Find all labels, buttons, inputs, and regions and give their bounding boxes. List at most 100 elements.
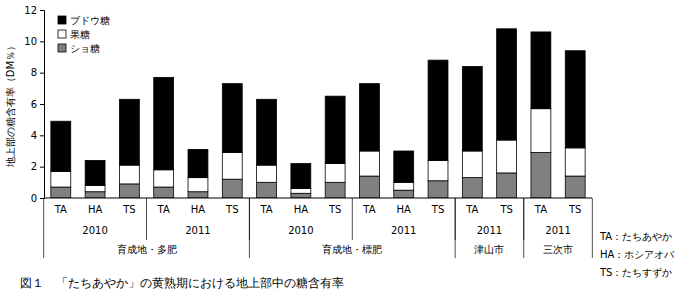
x-tick: TS — [431, 198, 444, 215]
x-tick-label: TS — [225, 204, 238, 215]
bar-segment — [428, 181, 448, 198]
y-tick: 0 — [31, 193, 44, 204]
y-axis-title: 地上部の糖含有率（DM％） — [5, 41, 16, 168]
x-tick: TA — [259, 198, 272, 215]
site-divider — [43, 198, 44, 258]
annotation: TA：たちあやか — [599, 231, 672, 242]
bar-segment — [565, 148, 585, 176]
bar-segment — [154, 77, 174, 169]
bar-segment — [188, 192, 208, 198]
legend-label: ブドウ糖 — [70, 15, 110, 26]
x-tick: TS — [328, 198, 341, 215]
y-tick-label: 10 — [24, 36, 37, 47]
site-divider — [249, 198, 250, 258]
y-tick: 10 — [24, 36, 44, 47]
x-tick-label: TA — [157, 204, 170, 215]
x-tick: HA — [191, 198, 206, 215]
bar-segment — [394, 190, 414, 198]
y-tick-mark — [40, 104, 44, 105]
x-tick-label: TS — [122, 204, 135, 215]
bar-segment — [531, 32, 551, 109]
legend-label: ショ糖 — [70, 43, 100, 54]
x-tick: TS — [122, 198, 135, 215]
bar-segment — [188, 149, 208, 177]
bar-segment — [325, 96, 345, 163]
y-tick: 2 — [31, 161, 44, 172]
bar-segment — [359, 176, 379, 198]
bar-segment — [462, 151, 482, 178]
bar-segment — [497, 29, 517, 140]
x-tick-label: TA — [534, 204, 547, 215]
bar-segment — [257, 165, 277, 182]
bar-segment — [51, 171, 71, 187]
bar-segment — [497, 140, 517, 173]
x-tick: TA — [362, 198, 375, 215]
site-divider — [455, 198, 456, 258]
site-label: 津山市 — [474, 244, 504, 255]
x-tick: TS — [499, 198, 512, 215]
y-tick-mark — [40, 10, 44, 11]
bar-segment — [119, 184, 139, 198]
y-axis-line — [40, 11, 45, 199]
bar-segment — [325, 164, 345, 183]
bar-segment — [428, 160, 448, 180]
y-tick-label: 12 — [24, 5, 37, 16]
bar-segment — [291, 164, 311, 189]
year-label: 2010 — [288, 225, 313, 236]
x-tick: TA — [534, 198, 547, 215]
legend-swatch — [58, 44, 66, 52]
year-label: 2011 — [477, 225, 502, 236]
y-tick: 12 — [24, 5, 44, 16]
bar-segment — [51, 121, 71, 171]
y-tick-mark — [40, 167, 44, 168]
bar-segment — [394, 182, 414, 190]
bar-segment — [531, 153, 551, 198]
y-tick-label: 4 — [31, 130, 37, 141]
bar-segment — [291, 189, 311, 194]
bar-segment — [119, 99, 139, 165]
bar-segment — [291, 193, 311, 198]
y-tick: 6 — [31, 99, 44, 110]
bar-segment — [565, 176, 585, 198]
bar-segment — [119, 165, 139, 184]
site-label: 三次市 — [543, 244, 573, 255]
bar-segment — [85, 160, 105, 185]
legend-label: 果糖 — [70, 29, 90, 40]
bar-segment — [222, 84, 242, 153]
x-tick-label: TS — [431, 204, 444, 215]
x-tick-label: HA — [397, 204, 412, 215]
year-divider — [352, 198, 353, 240]
bar-segment — [565, 51, 585, 148]
year-label: 2010 — [82, 225, 107, 236]
x-tick: TS — [225, 198, 238, 215]
title: 図１ 「たちあやか」の黄熟期における地上部中の糖含有率 — [20, 276, 344, 290]
x-axis-line — [44, 198, 592, 199]
x-tick-label: TS — [499, 204, 512, 215]
bar-segment — [462, 66, 482, 151]
x-tick-label: TA — [259, 204, 272, 215]
annotation: TS：たちすずか — [599, 267, 672, 279]
legend: ブドウ糖果糖ショ糖 — [58, 15, 110, 54]
bar-segment — [497, 173, 517, 198]
x-tick: TA — [54, 198, 67, 215]
y-tick-mark — [40, 41, 44, 42]
year-label: 2011 — [185, 225, 210, 236]
bar-segment — [428, 60, 448, 160]
year-label: 2011 — [391, 225, 416, 236]
y-tick-mark — [40, 135, 44, 136]
y-tick: 8 — [31, 67, 44, 78]
x-tick-label: TA — [465, 204, 478, 215]
y-tick: 4 — [31, 130, 44, 141]
x-tick: TA — [465, 198, 478, 215]
x-tick-label: TS — [568, 204, 581, 215]
x-tick-label: HA — [294, 204, 309, 215]
bar-segment — [359, 84, 379, 151]
legend-swatch — [58, 16, 66, 24]
bar-segment — [222, 179, 242, 198]
year-label: 2011 — [545, 225, 570, 236]
x-tick-label: TS — [328, 204, 341, 215]
y-tick-mark — [40, 73, 44, 74]
y-axis: 0 2 4 6 8 10 12 — [24, 5, 44, 204]
x-axis: TAHATSTAHATSTAHATSTAHATSTATSTATS — [54, 198, 582, 215]
bar-segment — [154, 170, 174, 187]
